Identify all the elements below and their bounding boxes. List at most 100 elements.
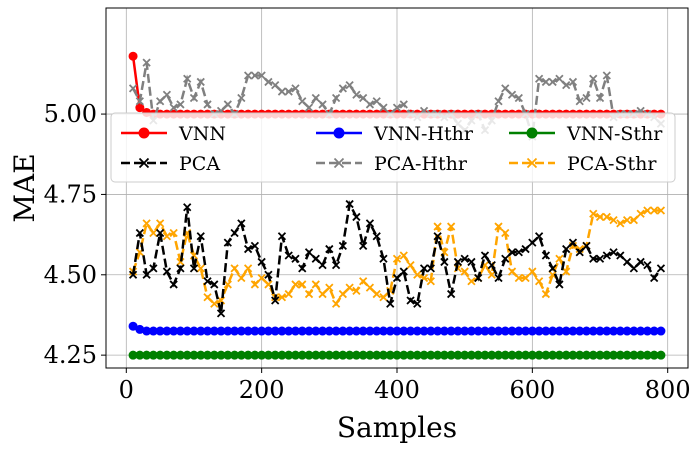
data-point [189,93,199,103]
data-point [284,87,293,96]
data-point [250,280,260,289]
data-point [243,244,253,254]
data-point [325,283,334,292]
legend-entry-vnn-hthr: VNN-Hthr [316,123,474,145]
data-point [494,273,503,283]
data-point [447,222,456,231]
data-point [629,264,638,273]
legend-label: VNN-Sthr [566,123,663,145]
data-point [494,97,503,106]
data-point [223,238,232,247]
data-point [399,267,408,276]
data-point [467,257,476,267]
x-tick-label: 0 [119,376,134,404]
data-point [176,100,185,109]
data-point [541,289,551,299]
data-point [203,293,212,302]
data-point [467,277,476,286]
data-point [264,270,273,279]
data-point [169,103,178,112]
series-pca [128,199,666,318]
data-point [156,219,165,228]
data-point [555,280,564,289]
data-point [196,77,205,87]
data-point [284,251,293,260]
data-point [189,264,199,273]
data-point [352,212,361,222]
data-point [196,232,205,241]
axis-ticks: 0 200 400 600 800 4.25 4.50 4.75 5.00 [44,100,691,404]
data-point [534,74,544,83]
grid [106,8,688,368]
data-point [386,299,395,308]
data-point [243,264,253,273]
data-point [345,81,354,90]
data-point [318,100,327,109]
data-point [277,87,287,96]
data-point [149,264,158,273]
data-point [359,241,368,250]
y-tick-label: 4.75 [44,180,97,208]
data-point [514,273,523,283]
data-point [406,296,415,305]
data-point [291,254,300,263]
data-point [433,232,442,241]
x-axis-label: Samples [337,411,457,444]
x-tick-label: 600 [509,376,555,404]
data-point [318,289,327,299]
data-point [142,219,151,228]
data-point [494,222,503,231]
legend-label: VNN [178,123,226,145]
data-point [331,299,341,308]
data-point [291,84,300,93]
data-point [379,103,388,112]
data-point [548,264,557,273]
data-point [162,267,172,276]
data-point [257,273,266,283]
data-point [345,199,354,209]
data-point [183,203,192,212]
data-point [304,248,314,257]
data-point [210,280,219,289]
data-point [568,238,578,247]
data-point [521,244,530,254]
data-point [338,289,347,299]
data-point [616,251,625,260]
data-point [156,97,165,106]
data-point [230,228,239,238]
data-point [501,84,510,93]
series-layer [128,51,666,360]
data-point [169,228,178,238]
data-point [250,241,260,250]
data-point [507,90,517,99]
legend-marker [333,127,345,139]
data-point [507,267,517,276]
data-point [271,81,280,90]
data-point [196,264,205,273]
legend-entry-pca-hthr: PCA-Hthr [316,153,468,175]
data-point [318,261,327,270]
data-point [135,228,144,238]
data-point [460,254,469,263]
data-point [237,273,246,283]
data-point [277,293,287,302]
data-point [325,244,334,254]
data-point [622,216,632,225]
legend-marker [526,127,538,139]
data-point [440,257,449,267]
y-axis-label: MAE [8,153,41,222]
data-point [392,273,402,283]
data-point [392,103,402,112]
data-point [548,270,557,279]
data-point [541,77,551,87]
data-point [609,216,618,225]
data-point [284,289,293,299]
series-vnn-hthr [128,321,666,336]
data-point [156,228,165,238]
legend-marker [138,157,150,169]
data-point [298,280,307,289]
data-point [616,219,625,228]
legend-marker [333,157,345,169]
data-point [338,241,347,250]
legend-label: PCA-Sthr [567,153,657,175]
